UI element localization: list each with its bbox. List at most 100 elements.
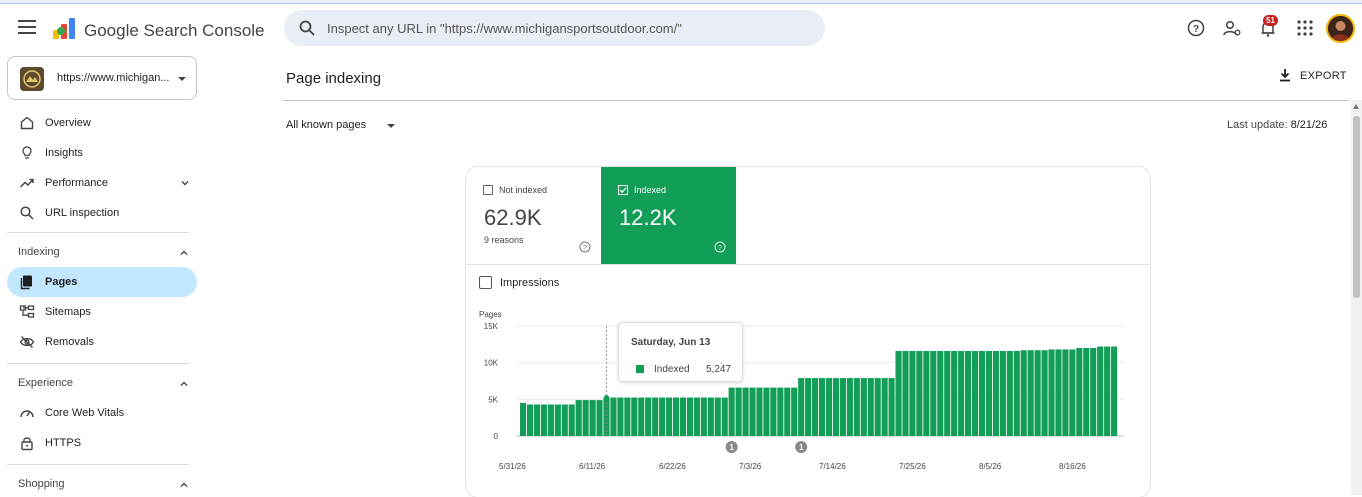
chart-bar <box>930 350 937 436</box>
tooltip-series-name: Indexed <box>654 364 690 375</box>
annotation-label: 1 <box>799 443 804 452</box>
chart-bar <box>985 350 993 436</box>
chart-bar <box>1083 348 1090 436</box>
impressions-checkbox[interactable] <box>479 276 492 289</box>
section-title-indexing[interactable]: Indexing <box>18 246 60 258</box>
sidebar-item-label: URL inspection <box>45 207 120 219</box>
url-inspect-search[interactable]: Inspect any URL in "https://www.michigan… <box>284 10 825 46</box>
chart-bar <box>659 397 666 436</box>
chevron-up-icon[interactable] <box>180 481 188 489</box>
indexed-tile[interactable]: Indexed 12.2K ? <box>601 167 736 264</box>
sidebar-item-url-inspection[interactable]: URL inspection <box>7 198 197 228</box>
chart-bar <box>756 387 763 436</box>
chart-bar <box>770 387 777 436</box>
property-selector[interactable]: https://www.michigan... <box>7 56 197 100</box>
scrollbar-thumb[interactable] <box>1353 116 1360 298</box>
menu-icon[interactable] <box>18 20 36 34</box>
indexed-checkbox-checked-icon[interactable] <box>618 185 628 195</box>
not-indexed-label: Not indexed <box>499 185 548 195</box>
chart-bar <box>568 404 575 436</box>
chart-bar <box>846 378 853 436</box>
chevron-up-icon[interactable] <box>180 380 188 388</box>
sidebar-item-performance[interactable]: Performance <box>7 168 197 198</box>
help-icon[interactable]: ? <box>1186 18 1206 38</box>
chart-bar <box>561 404 568 436</box>
chart-bar <box>923 350 930 436</box>
sidebar-item-https[interactable]: HTTPS <box>7 428 197 458</box>
chart-bar <box>791 387 798 436</box>
chart-bar <box>526 404 534 436</box>
sidebar-item-label: Core Web Vitals <box>45 407 125 419</box>
sidebar-item-label: Insights <box>45 147 83 159</box>
chart-bar <box>798 378 805 436</box>
impressions-label: Impressions <box>500 277 560 289</box>
chart-bar <box>520 403 527 436</box>
sidebar-nav: https://www.michigan... Overview Insight… <box>0 52 204 495</box>
svg-text:?: ? <box>583 245 587 252</box>
help-icon[interactable]: ? <box>579 241 591 253</box>
tooltip-date: Saturday, Jun 13 <box>631 337 711 348</box>
section-title-shopping[interactable]: Shopping <box>18 478 65 490</box>
property-favicon-icon <box>20 67 44 91</box>
y-tick-label: 0 <box>494 432 499 441</box>
svg-text:?: ? <box>718 245 722 252</box>
top-accent-line <box>0 0 1362 4</box>
scrollbar[interactable] <box>1351 100 1362 495</box>
sidebar-item-sitemaps[interactable]: Sitemaps <box>7 297 197 327</box>
chart-bar <box>1062 349 1069 436</box>
last-update: Last update: 8/21/26 <box>1227 119 1327 131</box>
chevron-down-icon <box>178 77 186 81</box>
help-icon[interactable]: ? <box>714 241 726 253</box>
chart-bar <box>728 387 735 436</box>
chart-bar <box>575 400 582 436</box>
chart-bar <box>992 350 999 436</box>
sidebar-item-insights[interactable]: Insights <box>7 138 197 168</box>
x-tick-label: 6/11/26 <box>579 462 606 471</box>
scroll-up-icon[interactable] <box>1353 104 1359 109</box>
x-tick-label: 7/14/26 <box>819 462 846 471</box>
lightbulb-icon <box>22 146 32 159</box>
chart-bar <box>596 400 603 436</box>
chart-bar <box>888 378 895 436</box>
pages-filter-dropdown[interactable]: All known pages <box>286 119 367 131</box>
search-input[interactable]: Inspect any URL in "https://www.michigan… <box>327 21 682 36</box>
chart-bar <box>860 378 867 436</box>
chart-bar <box>631 397 638 436</box>
chart-bar <box>666 397 673 436</box>
hover-point <box>604 395 610 401</box>
not-indexed-reasons: 9 reasons <box>484 235 524 245</box>
export-label: EXPORT <box>1300 70 1347 82</box>
indexed-label: Indexed <box>634 185 667 195</box>
section-title-experience[interactable]: Experience <box>18 377 74 389</box>
pages-icon <box>20 275 32 290</box>
chart-bar <box>819 378 826 436</box>
chart-bar <box>547 404 554 436</box>
chevron-up-icon[interactable] <box>180 249 188 257</box>
chart-bar <box>1006 350 1013 436</box>
chart-bar <box>1027 350 1034 436</box>
chart-bar <box>1104 346 1111 436</box>
app-header: Google Search Console Inspect any URL in… <box>0 4 1362 52</box>
not-indexed-tile[interactable]: Not indexed 62.9K 9 reasons ? <box>466 167 601 264</box>
user-settings-icon[interactable] <box>1222 18 1242 38</box>
sidebar-item-core-web-vitals[interactable]: Core Web Vitals <box>7 398 197 428</box>
sidebar-item-label: Overview <box>45 117 91 129</box>
chart-bar <box>672 397 680 436</box>
sidebar-item-removals[interactable]: Removals <box>7 327 197 357</box>
chevron-down-icon[interactable] <box>387 124 395 128</box>
last-update-value: 8/21/26 <box>1290 119 1328 131</box>
not-indexed-checkbox[interactable] <box>483 185 493 195</box>
chart-bar <box>881 378 888 436</box>
chart-bar <box>679 397 687 436</box>
sidebar-item-overview[interactable]: Overview <box>7 108 197 138</box>
apps-grid-icon[interactable] <box>1295 18 1315 38</box>
y-tick-label: 15K <box>484 322 499 331</box>
sidebar-divider <box>7 232 189 233</box>
chart-bar <box>638 397 645 436</box>
sidebar-item-pages[interactable]: Pages <box>7 267 197 297</box>
y-tick-label: 5K <box>488 395 498 404</box>
chart-bar <box>999 350 1006 436</box>
account-avatar[interactable] <box>1326 14 1355 43</box>
chart-bar <box>589 400 596 436</box>
chart-bar <box>554 404 561 436</box>
